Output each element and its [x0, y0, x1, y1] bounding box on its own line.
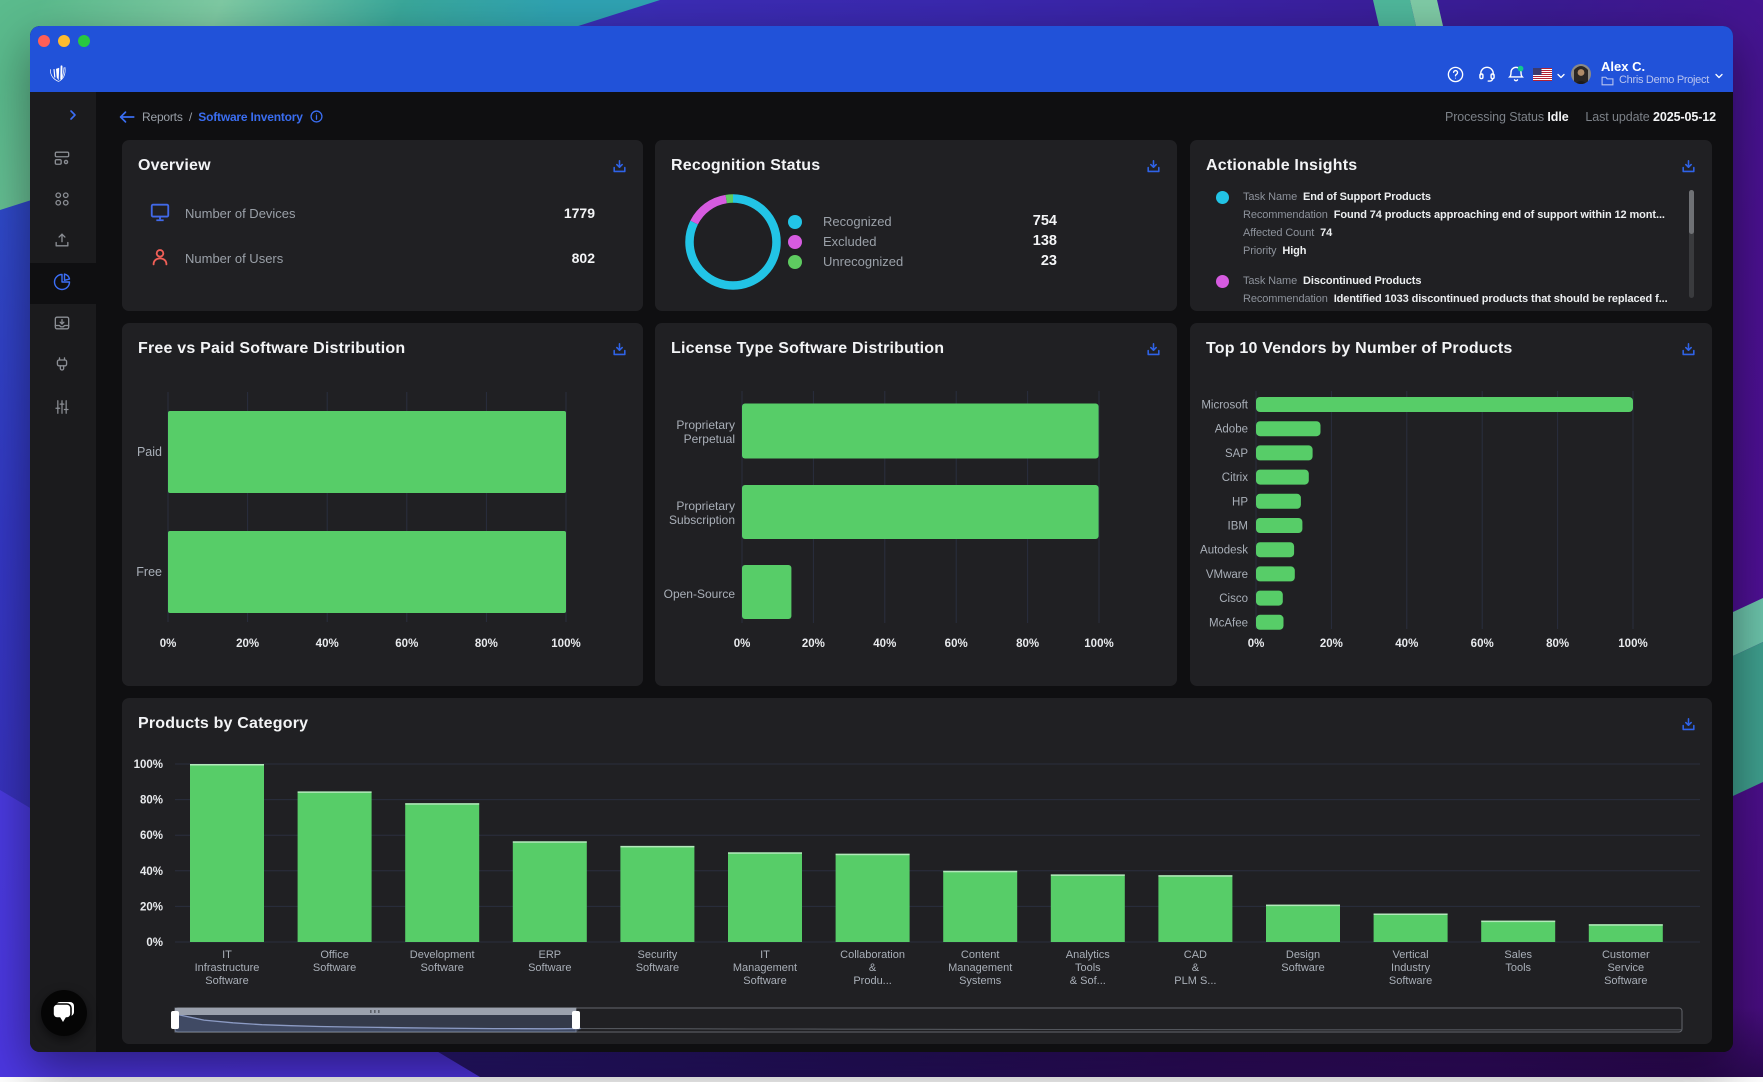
svg-text:Vertical: Vertical — [1393, 949, 1429, 961]
svg-text:Software: Software — [1389, 975, 1432, 987]
svg-text:20%: 20% — [140, 901, 163, 913]
svg-text:60%: 60% — [395, 638, 418, 650]
svg-text:60%: 60% — [140, 830, 163, 842]
svg-text:100%: 100% — [134, 759, 163, 771]
svg-text:Sales: Sales — [1504, 949, 1532, 961]
svg-text:40%: 40% — [873, 638, 896, 650]
svg-text:CAD: CAD — [1184, 949, 1207, 961]
svg-text:Software: Software — [313, 962, 356, 974]
svg-text:Free: Free — [136, 565, 162, 579]
svg-text:Autodesk: Autodesk — [1200, 545, 1248, 557]
svg-text:Industry: Industry — [1391, 962, 1431, 974]
svg-text:0%: 0% — [1248, 638, 1265, 650]
svg-text:PLM S...: PLM S... — [1174, 975, 1216, 987]
svg-text:20%: 20% — [1320, 638, 1343, 650]
svg-text:Software: Software — [636, 962, 679, 974]
svg-text:40%: 40% — [316, 638, 339, 650]
svg-text:&: & — [869, 962, 877, 974]
svg-text:& Sof...: & Sof... — [1070, 975, 1106, 987]
svg-text:20%: 20% — [236, 638, 259, 650]
svg-text:Development: Development — [410, 949, 475, 961]
svg-text:Systems: Systems — [959, 975, 1002, 987]
svg-text:Software: Software — [1604, 975, 1647, 987]
svg-text:Tools: Tools — [1505, 962, 1531, 974]
svg-text:0%: 0% — [734, 638, 751, 650]
svg-text:VMware: VMware — [1206, 569, 1248, 581]
svg-text:IT: IT — [760, 949, 770, 961]
svg-text:60%: 60% — [945, 638, 968, 650]
svg-text:Infrastructure: Infrastructure — [195, 962, 260, 974]
svg-text:Collaboration: Collaboration — [840, 949, 905, 961]
svg-text:Microsoft: Microsoft — [1201, 400, 1248, 412]
svg-text:60%: 60% — [1471, 638, 1494, 650]
svg-text:Proprietary: Proprietary — [676, 418, 735, 432]
svg-text:Software: Software — [420, 962, 463, 974]
svg-text:80%: 80% — [1016, 638, 1039, 650]
svg-text:Design: Design — [1286, 949, 1320, 961]
svg-text:Citrix: Citrix — [1222, 472, 1248, 484]
svg-text:100%: 100% — [1618, 638, 1647, 650]
svg-text:0%: 0% — [146, 937, 163, 949]
svg-text:40%: 40% — [1395, 638, 1418, 650]
svg-text:Software: Software — [743, 975, 786, 987]
svg-text:SAP: SAP — [1225, 448, 1248, 460]
svg-text:Customer: Customer — [1602, 949, 1650, 961]
svg-text:Management: Management — [948, 962, 1012, 974]
svg-text:IBM: IBM — [1228, 521, 1248, 533]
svg-text:&: & — [1192, 962, 1200, 974]
svg-text:HP: HP — [1232, 496, 1248, 508]
svg-text:20%: 20% — [802, 638, 825, 650]
svg-text:ERP: ERP — [538, 949, 561, 961]
svg-text:Paid: Paid — [137, 445, 162, 459]
svg-text:IT: IT — [222, 949, 232, 961]
svg-text:100%: 100% — [551, 638, 580, 650]
svg-text:Analytics: Analytics — [1066, 949, 1111, 961]
svg-text:Software: Software — [205, 975, 248, 987]
svg-text:Open-Source: Open-Source — [664, 587, 736, 601]
svg-text:Subscription: Subscription — [669, 513, 735, 527]
svg-text:Tools: Tools — [1075, 962, 1101, 974]
svg-text:80%: 80% — [140, 795, 163, 807]
svg-text:Management: Management — [733, 962, 797, 974]
svg-text:Security: Security — [638, 949, 678, 961]
svg-text:Produ...: Produ... — [853, 975, 892, 987]
svg-text:Software: Software — [528, 962, 571, 974]
svg-text:Service: Service — [1607, 962, 1644, 974]
svg-text:100%: 100% — [1084, 638, 1113, 650]
svg-text:Software: Software — [1281, 962, 1324, 974]
svg-text:Content: Content — [961, 949, 1000, 961]
svg-text:Adobe: Adobe — [1215, 424, 1248, 436]
svg-text:80%: 80% — [1546, 638, 1569, 650]
svg-text:Proprietary: Proprietary — [676, 499, 735, 513]
svg-text:Perpetual: Perpetual — [684, 432, 735, 446]
svg-text:40%: 40% — [140, 866, 163, 878]
svg-text:McAfee: McAfee — [1209, 617, 1248, 629]
svg-text:0%: 0% — [160, 638, 177, 650]
svg-text:Office: Office — [320, 949, 349, 961]
svg-text:80%: 80% — [475, 638, 498, 650]
svg-text:Cisco: Cisco — [1219, 593, 1248, 605]
